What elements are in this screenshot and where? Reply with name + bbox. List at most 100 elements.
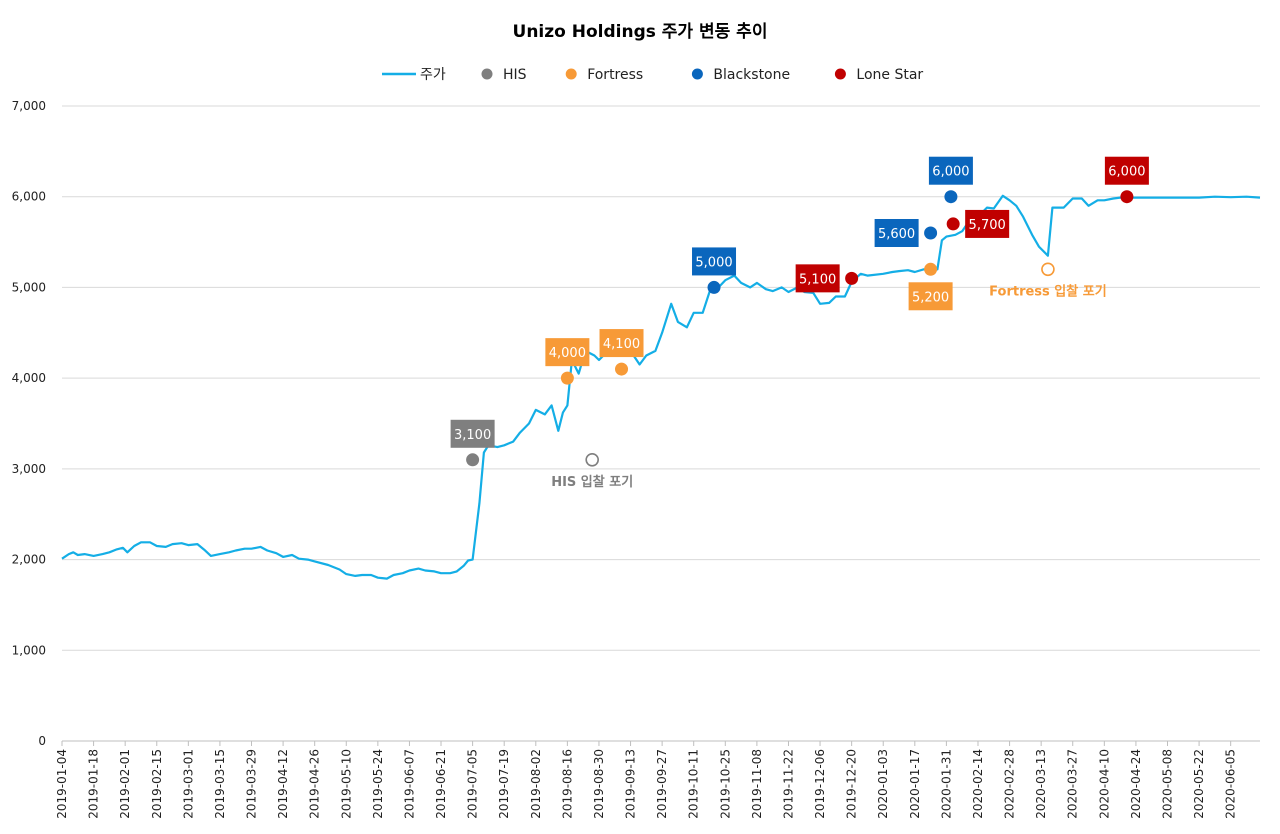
marker-fortress: 5,200 bbox=[908, 262, 953, 311]
x-tick-label: 2019-08-30 bbox=[592, 749, 606, 819]
x-tick-label: 2019-05-10 bbox=[339, 749, 353, 819]
marker-lone-star: 5,700 bbox=[946, 209, 1010, 238]
x-tick-label: 2020-03-27 bbox=[1066, 749, 1080, 819]
x-tick-label: 2020-06-05 bbox=[1224, 749, 1238, 819]
x-tick-label: 2019-02-15 bbox=[150, 749, 164, 819]
data-label-box bbox=[795, 264, 840, 293]
y-tick-label: 5,000 bbox=[12, 280, 46, 294]
data-point bbox=[845, 271, 859, 285]
x-tick-label: 2019-08-02 bbox=[529, 749, 543, 819]
x-tick-label: 2019-09-13 bbox=[624, 749, 638, 819]
x-tick-label: 2019-01-04 bbox=[55, 749, 69, 819]
data-point bbox=[560, 371, 574, 385]
data-label-box bbox=[874, 219, 919, 247]
x-tick-label: 2019-11-22 bbox=[781, 749, 795, 819]
x-tick-label: 2019-12-06 bbox=[813, 749, 827, 819]
data-label-box bbox=[928, 156, 973, 185]
x-tick-label: 2019-07-05 bbox=[466, 749, 480, 819]
data-label: 5,600 bbox=[878, 227, 915, 242]
legend-item-lone-star: Lone Star bbox=[834, 67, 923, 83]
x-tick-label: 2019-06-07 bbox=[402, 749, 416, 819]
x-tick-label: 2020-04-10 bbox=[1097, 749, 1111, 819]
data-point bbox=[466, 453, 480, 467]
y-tick-label: 7,000 bbox=[12, 99, 46, 113]
x-tick-label: 2019-04-26 bbox=[308, 749, 322, 819]
x-tick-label: 2020-01-31 bbox=[939, 749, 953, 819]
marker-fortress bbox=[1041, 262, 1055, 277]
data-point bbox=[946, 217, 960, 231]
legend-label: Blackstone bbox=[713, 67, 790, 83]
data-point bbox=[924, 226, 938, 240]
x-tick-label: 2019-04-12 bbox=[276, 749, 290, 819]
data-label: 5,100 bbox=[799, 272, 836, 287]
y-axis: 0 1,000 2,000 3,000 4,000 5,000 6,000 7,000 bbox=[12, 99, 46, 748]
legend-label: Lone Star bbox=[856, 67, 923, 83]
series-line-stock-price bbox=[61, 194, 1261, 580]
x-tick-label: 2019-05-24 bbox=[371, 749, 385, 819]
legend-swatch bbox=[565, 68, 577, 80]
legend-item-his: HIS bbox=[481, 67, 527, 83]
x-tick-label: 2019-11-08 bbox=[750, 749, 764, 819]
marker-blackstone: 5,000 bbox=[692, 247, 737, 294]
marker-blackstone: 6,000 bbox=[928, 156, 973, 204]
y-tick-label: 4,000 bbox=[12, 371, 46, 385]
x-tick-label: 2019-10-25 bbox=[718, 749, 732, 819]
x-tick-label: 2019-12-20 bbox=[845, 749, 859, 819]
legend-item-blackstone: Blackstone bbox=[691, 67, 790, 83]
y-tick-label: 6,000 bbox=[12, 190, 46, 204]
annotations-layer: HIS 입찰 포기 Fortress 입찰 포기 bbox=[551, 283, 1106, 490]
legend-item-item: 주가 bbox=[382, 67, 446, 83]
legend-swatch bbox=[691, 68, 703, 80]
data-label: 3,100 bbox=[454, 428, 491, 443]
y-tick-label: 3,000 bbox=[12, 462, 46, 476]
x-tick-label: 2020-05-22 bbox=[1192, 749, 1206, 819]
x-tick-label: 2020-01-03 bbox=[876, 749, 890, 819]
data-point bbox=[707, 280, 721, 294]
data-point bbox=[615, 362, 629, 376]
data-label: 5,000 bbox=[695, 255, 732, 270]
data-point bbox=[924, 262, 938, 276]
data-label-box bbox=[599, 329, 644, 358]
x-tick-label: 2019-02-01 bbox=[118, 749, 132, 819]
data-label: 4,000 bbox=[549, 346, 586, 361]
markers-layer: 3,100 4,000 4,100 5,200 5,000 5,600 6,000 5,100… bbox=[450, 156, 1149, 467]
legend-label: HIS bbox=[503, 67, 527, 83]
data-label: 6,000 bbox=[932, 165, 969, 180]
marker-fortress: 4,000 bbox=[545, 338, 590, 385]
x-tick-label: 2020-02-14 bbox=[971, 749, 985, 819]
legend-swatch bbox=[481, 68, 493, 80]
x-tick-label: 2020-03-13 bbox=[1034, 749, 1048, 819]
x-tick-label: 2020-01-17 bbox=[908, 749, 922, 819]
data-point-hollow bbox=[1041, 262, 1055, 277]
series-layer bbox=[61, 194, 1261, 580]
data-label-box bbox=[1104, 156, 1149, 185]
legend-swatch bbox=[834, 68, 846, 80]
y-tick-label: 2,000 bbox=[12, 553, 46, 567]
marker-lone-star: 6,000 bbox=[1104, 156, 1149, 204]
x-tick-label: 2020-05-08 bbox=[1160, 749, 1174, 819]
marker-fortress: 4,100 bbox=[599, 329, 644, 376]
y-tick-label: 1,000 bbox=[12, 643, 46, 657]
x-tick-label: 2019-10-11 bbox=[687, 749, 701, 819]
data-point bbox=[944, 190, 958, 204]
x-tick-label: 2019-09-27 bbox=[655, 749, 669, 819]
x-tick-label: 2019-01-18 bbox=[87, 749, 101, 819]
annotation-fortress: Fortress 입찰 포기 bbox=[989, 283, 1107, 299]
data-label-box bbox=[965, 209, 1010, 238]
legend: 주가 HIS Fortress Blackstone Lone Star bbox=[382, 67, 923, 83]
y-tick-label: 0 bbox=[38, 734, 46, 748]
annotation-his: HIS 입찰 포기 bbox=[551, 474, 633, 490]
x-tick-label: 2020-04-24 bbox=[1129, 749, 1143, 819]
data-label: 4,100 bbox=[603, 337, 640, 352]
data-point bbox=[1120, 190, 1134, 204]
x-tick-label: 2019-06-21 bbox=[434, 749, 448, 819]
data-label-box bbox=[908, 282, 953, 311]
data-label-box bbox=[545, 338, 590, 367]
x-tick-label: 2019-03-29 bbox=[245, 749, 259, 819]
gridlines bbox=[62, 105, 1260, 651]
legend-label: Fortress bbox=[587, 67, 643, 83]
data-label: 5,700 bbox=[969, 218, 1006, 233]
data-label-box bbox=[450, 419, 495, 448]
